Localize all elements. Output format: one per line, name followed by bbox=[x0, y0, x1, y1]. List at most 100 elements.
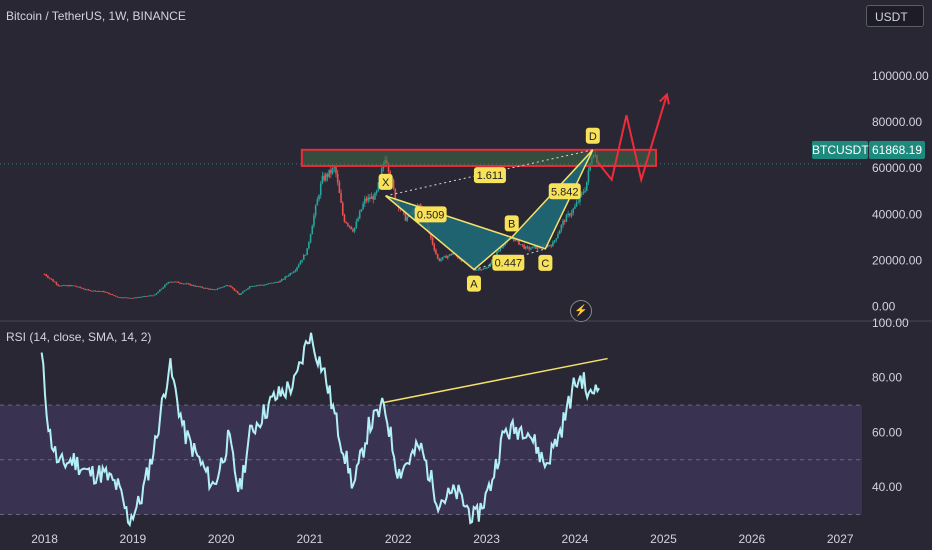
candle-body bbox=[196, 286, 198, 287]
candle-body bbox=[142, 296, 144, 298]
candle-body bbox=[235, 290, 237, 292]
candle-body bbox=[274, 282, 276, 284]
candle-body bbox=[513, 237, 515, 241]
candle-body bbox=[552, 242, 554, 247]
candle-body bbox=[587, 170, 590, 182]
candle-body bbox=[79, 286, 81, 288]
candle-body bbox=[43, 274, 46, 276]
candle-body bbox=[563, 220, 566, 222]
candle-body bbox=[206, 287, 209, 289]
candle-body bbox=[94, 290, 97, 292]
candle-body bbox=[216, 288, 219, 290]
candle-body bbox=[64, 285, 66, 286]
candle-body bbox=[57, 284, 59, 286]
candle-body bbox=[445, 256, 447, 259]
candle-body bbox=[236, 291, 239, 294]
candle-body bbox=[406, 217, 408, 221]
candle-body bbox=[514, 239, 517, 241]
candle-body bbox=[103, 291, 105, 292]
candle-body bbox=[487, 266, 490, 268]
candle-body bbox=[569, 213, 571, 216]
candle-body bbox=[435, 249, 437, 255]
candle-body bbox=[392, 179, 395, 189]
candle-body bbox=[319, 183, 322, 196]
candle-body bbox=[333, 167, 336, 169]
candle-body bbox=[52, 279, 54, 282]
candle-body bbox=[479, 269, 481, 271]
pattern-point-label: C bbox=[541, 258, 549, 270]
candle-body bbox=[177, 281, 180, 283]
candle-body bbox=[109, 293, 112, 295]
year-tick-label: 2020 bbox=[208, 532, 235, 546]
candle-body bbox=[347, 223, 349, 226]
lightning-icon[interactable]: ⚡ bbox=[570, 300, 592, 322]
candle-body bbox=[491, 259, 493, 264]
candle-body bbox=[284, 276, 286, 280]
candle-body bbox=[433, 244, 436, 250]
year-tick-label: 2018 bbox=[31, 532, 58, 546]
candle-body bbox=[118, 297, 120, 298]
candle-body bbox=[460, 259, 463, 262]
candle-body bbox=[192, 284, 195, 286]
candle-body bbox=[518, 239, 520, 245]
candle-body bbox=[121, 297, 124, 299]
candle-body bbox=[550, 245, 552, 247]
candle-body bbox=[140, 296, 142, 298]
candle-body bbox=[331, 168, 334, 174]
ratio-badge bbox=[548, 183, 581, 200]
candle-body bbox=[521, 244, 524, 246]
resistance-zone bbox=[300, 148, 658, 167]
candle-body bbox=[187, 283, 190, 285]
candle-body bbox=[201, 286, 203, 288]
price-tick-label: 60000.00 bbox=[872, 161, 922, 175]
candle-body bbox=[267, 283, 270, 285]
candle-body bbox=[233, 288, 236, 291]
candle-body bbox=[314, 205, 317, 216]
last-price-tag: 61868.19 bbox=[869, 141, 925, 159]
candle-body bbox=[528, 247, 530, 250]
pattern-point-label: X bbox=[382, 177, 390, 189]
candle-body bbox=[499, 248, 502, 251]
candle-body bbox=[404, 212, 407, 221]
candle-body bbox=[313, 215, 315, 226]
candle-body bbox=[450, 254, 453, 256]
candle-body bbox=[474, 269, 476, 271]
candle-body bbox=[58, 285, 61, 287]
candle-body bbox=[262, 284, 264, 286]
candle-body bbox=[184, 283, 186, 285]
candle-body bbox=[292, 271, 295, 273]
rsi-tick-label: 80.00 bbox=[872, 371, 902, 385]
candle-body bbox=[321, 175, 324, 184]
pattern-ac-line bbox=[473, 248, 546, 271]
candle-body bbox=[585, 181, 588, 191]
candle-body bbox=[264, 284, 266, 286]
year-tick-label: 2021 bbox=[296, 532, 323, 546]
candle-body bbox=[126, 297, 129, 299]
candle-body bbox=[116, 296, 119, 298]
candle-body bbox=[67, 285, 70, 287]
candle-body bbox=[180, 283, 183, 285]
candle-body bbox=[150, 295, 153, 297]
candle-body bbox=[570, 212, 573, 216]
candle-body bbox=[357, 218, 359, 222]
candle-body bbox=[387, 163, 390, 172]
projection-arrowhead bbox=[659, 92, 670, 105]
candle-body bbox=[418, 204, 420, 207]
candle-body bbox=[577, 201, 580, 203]
candle-body bbox=[291, 272, 293, 274]
candle-body bbox=[257, 285, 259, 287]
candle-body bbox=[253, 285, 256, 287]
candle-body bbox=[580, 192, 583, 196]
year-tick-label: 2024 bbox=[562, 532, 589, 546]
candle-body bbox=[452, 253, 454, 255]
candle-body bbox=[164, 284, 166, 288]
candle-body bbox=[484, 268, 486, 270]
candle-body bbox=[535, 246, 537, 249]
price-tick-label: 0.00 bbox=[872, 299, 896, 313]
candle-body bbox=[438, 258, 441, 261]
candle-body bbox=[255, 285, 258, 287]
currency-selector[interactable]: USDT bbox=[866, 5, 924, 27]
candle-body bbox=[252, 286, 254, 287]
candle-body bbox=[114, 295, 117, 297]
